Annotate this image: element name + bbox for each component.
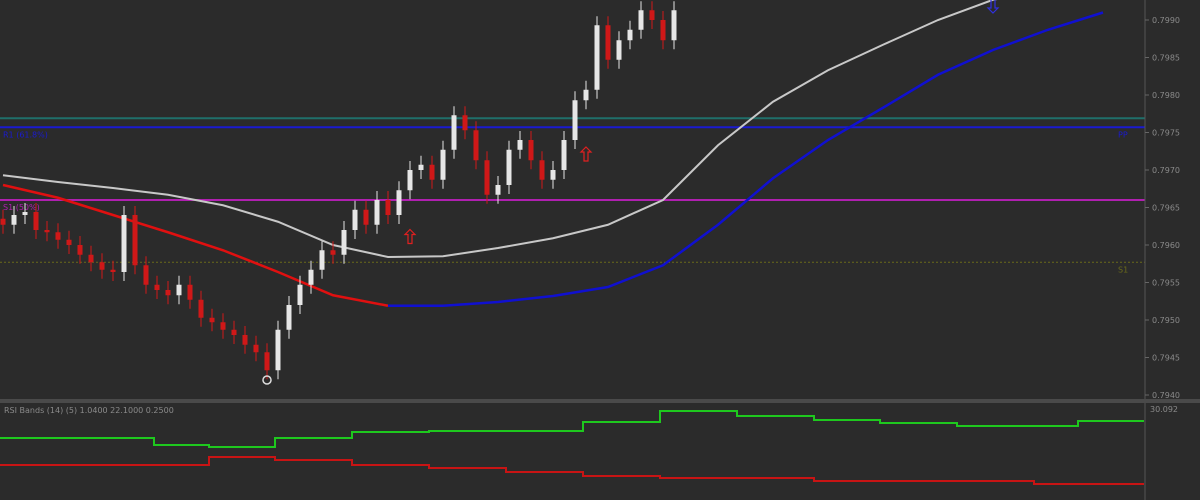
candle-body — [187, 284, 193, 300]
price-tick-label: 0.7990 — [1152, 16, 1180, 25]
candle-body — [660, 20, 666, 41]
candle-body — [198, 299, 204, 318]
indicator-line — [0, 456, 1144, 485]
candle-body — [176, 284, 182, 296]
arrow-down-icon — [986, 0, 1000, 14]
moving-averages-layer — [2, 0, 1104, 307]
candle-body — [352, 209, 358, 230]
candle-body — [385, 200, 391, 215]
candle-body — [495, 185, 501, 195]
candle-body — [517, 140, 523, 150]
candle-body — [44, 230, 50, 233]
candle-body — [275, 329, 281, 371]
candle-body — [484, 160, 490, 195]
candle-body — [583, 89, 589, 101]
candle-body — [407, 170, 413, 191]
candle-body — [616, 40, 622, 60]
candle-body — [231, 329, 237, 335]
level-label: S1 (50%) — [3, 203, 40, 212]
signal-circle-icon — [262, 375, 272, 385]
candle-body — [132, 215, 138, 266]
panel-separator[interactable] — [0, 399, 1200, 403]
candle-body — [330, 250, 336, 255]
moving-average-line-up — [388, 11, 1104, 307]
candle-body — [418, 164, 424, 170]
candle-body — [0, 218, 6, 225]
candle-body — [649, 10, 655, 20]
candle-body — [550, 170, 556, 180]
candle-body — [319, 250, 325, 270]
arrow-up-icon — [579, 146, 593, 162]
candle-body — [528, 140, 534, 161]
price-tick-label: 0.7940 — [1152, 391, 1180, 400]
moving-average-line-down — [2, 183, 389, 307]
arrow-up-icon — [403, 228, 417, 245]
candle-body — [55, 232, 61, 240]
candle-body — [209, 317, 215, 323]
candle-body — [462, 115, 468, 131]
price-tick-label: 0.7950 — [1152, 316, 1180, 325]
price-tick-label: 0.7955 — [1152, 279, 1180, 288]
candles-layer — [0, 1, 677, 380]
candle-body — [638, 10, 644, 30]
candle-body — [561, 140, 567, 170]
candle-body — [77, 245, 83, 255]
candle-body — [11, 215, 17, 225]
candle-body — [264, 352, 270, 371]
candle-body — [242, 335, 248, 345]
candle-body — [99, 262, 105, 270]
candle-body — [539, 160, 545, 180]
candle-body — [671, 10, 677, 41]
candle-body — [363, 209, 369, 225]
price-tick-label: 0.7965 — [1152, 204, 1180, 213]
indicator-axis-value: 30.092 — [1150, 405, 1178, 414]
indicator-label: RSI Bands (14) (5) 1.0400 22.1000 0.2500 — [4, 406, 174, 415]
price-tick-label: 0.7975 — [1152, 129, 1180, 138]
candle-body — [396, 190, 402, 215]
candle-body — [88, 254, 94, 263]
candle-body — [154, 284, 160, 290]
candle-body — [286, 305, 292, 330]
moving-average-line — [2, 0, 998, 259]
candle-body — [627, 29, 633, 41]
price-tick-label: 0.7960 — [1152, 241, 1180, 250]
signals-layer — [262, 0, 1000, 385]
candle-body — [165, 290, 171, 296]
candle-body — [429, 164, 435, 180]
candle-body — [605, 25, 611, 60]
level-label: R1 (61.8%) — [3, 130, 48, 139]
candle-body — [121, 215, 127, 272]
price-tick-label: 0.7980 — [1152, 91, 1180, 100]
candle-body — [341, 230, 347, 255]
candle-body — [66, 239, 72, 245]
level-right-label: PP — [1118, 130, 1128, 139]
candle-body — [374, 200, 380, 225]
candle-body — [506, 149, 512, 185]
indicator-line — [0, 409, 1144, 449]
candle-body — [143, 265, 149, 285]
level-right-label: S1 — [1118, 265, 1128, 274]
candle-body — [220, 322, 226, 330]
candle-body — [110, 269, 116, 272]
candle-body — [473, 130, 479, 161]
candle-body — [440, 149, 446, 180]
candle-body — [594, 25, 600, 90]
price-tick-label: 0.7970 — [1152, 166, 1180, 175]
candle-body — [22, 212, 28, 215]
indicator-panel — [0, 409, 1144, 485]
candle-body — [451, 115, 457, 150]
candle-body — [308, 269, 314, 285]
price-tick-label: 0.7985 — [1152, 54, 1180, 63]
candle-body — [253, 344, 259, 353]
candle-body — [33, 212, 39, 230]
price-tick-label: 0.7945 — [1152, 354, 1180, 363]
price-axis[interactable]: 0.7990 0.7985 0.7980 0.7975 0.7970 0.7965 0.79… — [1145, 16, 1180, 400]
candle-body — [572, 100, 578, 140]
candle-body — [297, 284, 303, 305]
